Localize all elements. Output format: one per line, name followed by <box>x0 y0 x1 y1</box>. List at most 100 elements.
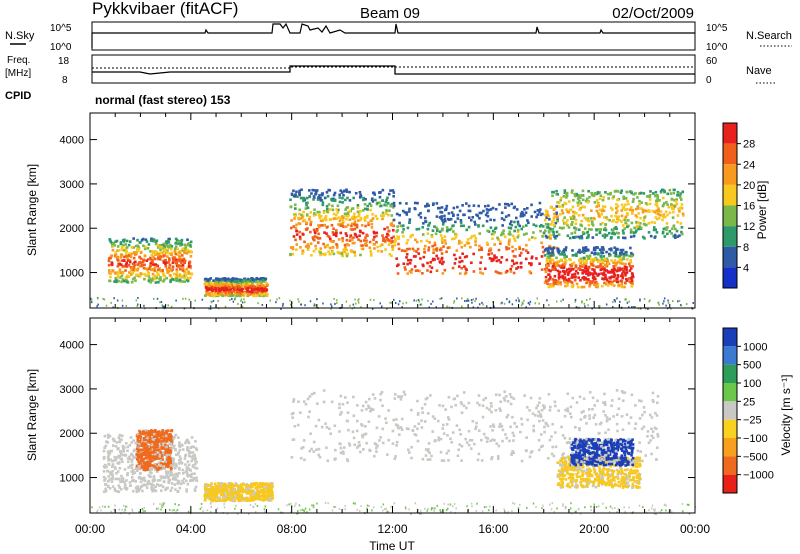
echo-cell <box>315 189 319 192</box>
echo-cell <box>553 212 556 216</box>
echo-cell <box>589 257 592 260</box>
echo-cell <box>157 456 161 460</box>
echo-cell <box>355 235 359 239</box>
echo-cell <box>235 283 239 287</box>
scatter-cell <box>175 510 177 513</box>
scatter-cell <box>448 306 451 309</box>
echo-cell <box>189 446 192 449</box>
echo-cell <box>255 290 259 294</box>
echo-cell <box>544 270 548 274</box>
echo-cell <box>156 479 160 482</box>
scatter-cell <box>200 502 203 505</box>
echo-cell <box>125 246 129 249</box>
echo-cell <box>436 257 440 260</box>
echo-cell <box>661 218 664 222</box>
echo-cell <box>488 257 492 260</box>
echo-cell <box>571 220 574 224</box>
echo-cell <box>150 278 153 281</box>
echo-cell <box>118 486 121 489</box>
echo-cell <box>159 483 163 487</box>
echo-cell <box>255 294 259 297</box>
echo-cell <box>224 289 228 293</box>
echo-cell <box>244 283 248 286</box>
scatter-cell <box>401 306 403 309</box>
echo-cell <box>129 464 132 468</box>
frequency-frame <box>91 54 696 84</box>
echo-cell <box>648 202 652 206</box>
echo-cell <box>153 452 157 456</box>
scatter-cell <box>663 297 666 300</box>
echo-cell <box>507 239 511 243</box>
echo-cell <box>567 210 571 214</box>
echo-cell <box>139 480 143 484</box>
echo-cell <box>181 479 184 483</box>
echo-cell <box>498 271 501 275</box>
scatter-cell <box>613 298 616 301</box>
echo-cell <box>299 196 303 200</box>
echo-cell <box>148 451 152 455</box>
echo-cell <box>398 221 401 225</box>
scatter-cell <box>161 304 164 307</box>
echo-cell <box>123 480 126 484</box>
echo-cell <box>395 257 398 260</box>
echo-cell <box>518 254 522 257</box>
echo-cell <box>562 194 566 198</box>
scatter-cell <box>383 508 386 511</box>
echo-cell <box>174 448 177 452</box>
echo-cell <box>388 239 391 243</box>
echo-cell <box>573 194 577 198</box>
echo-cell <box>351 241 355 245</box>
scatter-cell <box>311 504 313 507</box>
echo-cell <box>203 283 207 286</box>
echo-cell <box>333 217 337 220</box>
echo-cell <box>671 207 674 211</box>
echo-cell <box>159 450 163 454</box>
echo-cell <box>328 218 332 222</box>
scatter-cell <box>420 512 423 515</box>
echo-cell <box>328 188 332 192</box>
echo-cell <box>292 194 296 198</box>
scatter-cell <box>393 298 395 301</box>
scatter-cell <box>574 298 577 301</box>
scatter-cell <box>665 504 667 507</box>
scatter-cell <box>453 299 456 302</box>
echo-cell <box>160 452 163 455</box>
echo-cell <box>643 209 647 213</box>
echo-cell <box>318 194 321 197</box>
echo-cell <box>559 258 563 262</box>
scatter-cell <box>399 300 401 303</box>
echo-cell <box>134 268 137 272</box>
echo-cell <box>122 259 125 262</box>
echo-cell <box>511 259 515 263</box>
echo-cell <box>574 218 578 222</box>
echo-cell <box>643 216 646 219</box>
scatter-cell <box>536 297 539 300</box>
echo-cell <box>241 281 244 285</box>
echo-cell <box>337 223 340 226</box>
echo-cell <box>408 220 412 224</box>
echo-cell <box>593 283 596 287</box>
echo-cell <box>656 199 660 203</box>
echo-cell <box>148 265 152 269</box>
echo-cell <box>568 236 572 240</box>
echo-cell <box>516 220 520 224</box>
scatter-cell <box>481 510 484 513</box>
scatter-cell <box>449 503 452 506</box>
echo-cell <box>332 193 336 197</box>
echo-cell <box>137 489 140 493</box>
echo-cell <box>354 191 358 195</box>
echo-cell <box>345 243 349 246</box>
power-marks <box>90 188 694 310</box>
echo-cell <box>427 246 431 249</box>
echo-cell <box>312 198 315 201</box>
echo-cell <box>298 222 302 226</box>
scatter-cell <box>548 503 551 506</box>
echo-cell <box>149 239 153 242</box>
echo-cell <box>177 471 181 475</box>
echo-cell <box>319 214 323 218</box>
echo-cell <box>357 214 361 218</box>
echo-cell <box>162 272 165 275</box>
echo-cell <box>557 251 561 255</box>
echo-cell <box>547 246 551 250</box>
echo-cell <box>585 258 589 262</box>
